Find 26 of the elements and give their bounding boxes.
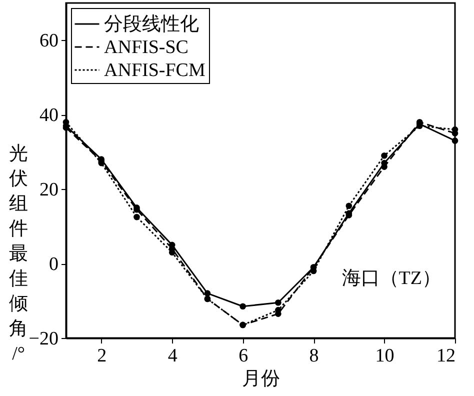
x-tick-label: 6: [238, 346, 248, 366]
legend-label: ANFIS-SC: [104, 37, 188, 58]
y-tick-label: 0: [49, 254, 58, 276]
point: [381, 152, 388, 159]
y-tick-label: 40: [40, 105, 58, 126]
point: [134, 214, 140, 220]
y-tick-label: 20: [40, 180, 58, 201]
legend-label: 分段线性化: [104, 14, 199, 35]
point: [275, 299, 282, 306]
text: 光伏组件最佳倾角/°: [9, 144, 28, 364]
x-tick-label: 10: [375, 346, 394, 366]
point: [204, 290, 211, 296]
point: [346, 202, 352, 210]
point: [275, 306, 282, 314]
y-tick-label: 60: [40, 30, 58, 52]
x-tick-label: 4: [168, 346, 178, 366]
point: [168, 249, 176, 256]
y-tick-label: −20: [28, 328, 58, 350]
point: [240, 303, 246, 310]
x-tick-label: 12: [436, 346, 456, 366]
x-tick-label: 8: [309, 346, 319, 366]
legend-label: ANFIS-FCM: [104, 60, 206, 81]
annotation: 海口（TZ）: [342, 268, 441, 289]
x-axis-title: 月份: [242, 368, 280, 390]
point: [452, 138, 458, 144]
x-tick-label: 2: [97, 346, 107, 366]
